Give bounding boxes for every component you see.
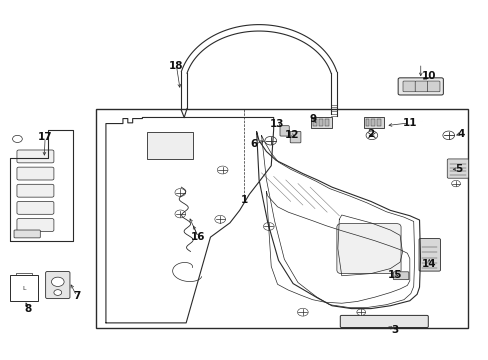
Text: 6: 6 [250, 139, 257, 149]
FancyBboxPatch shape [402, 81, 415, 92]
Text: 11: 11 [402, 118, 416, 128]
Circle shape [217, 166, 227, 174]
Text: 4: 4 [456, 129, 464, 139]
Text: 9: 9 [308, 114, 315, 124]
Circle shape [175, 210, 185, 218]
Text: 8: 8 [24, 303, 32, 314]
Text: 15: 15 [387, 270, 402, 280]
FancyBboxPatch shape [280, 126, 288, 136]
Circle shape [356, 309, 365, 315]
Text: 13: 13 [269, 119, 284, 129]
Circle shape [263, 222, 274, 230]
FancyBboxPatch shape [418, 239, 440, 271]
Circle shape [214, 215, 225, 223]
FancyBboxPatch shape [340, 315, 427, 328]
Bar [96, 109, 467, 328]
Text: 17: 17 [38, 132, 52, 142]
Text: 10: 10 [421, 71, 436, 81]
Text: 16: 16 [191, 232, 205, 242]
FancyBboxPatch shape [45, 271, 70, 298]
Bar [312, 118, 316, 126]
FancyBboxPatch shape [289, 131, 300, 143]
FancyBboxPatch shape [310, 117, 331, 128]
FancyBboxPatch shape [17, 184, 54, 197]
Text: 14: 14 [421, 259, 436, 269]
Text: 2: 2 [366, 129, 374, 139]
Bar [365, 118, 369, 126]
FancyBboxPatch shape [10, 275, 38, 301]
FancyBboxPatch shape [147, 132, 193, 158]
FancyBboxPatch shape [336, 224, 400, 274]
Text: L: L [22, 286, 26, 291]
Text: 12: 12 [284, 130, 298, 140]
Circle shape [13, 135, 22, 143]
FancyBboxPatch shape [414, 81, 427, 92]
FancyBboxPatch shape [17, 219, 54, 231]
Bar [324, 118, 328, 126]
Text: 5: 5 [454, 164, 461, 174]
FancyBboxPatch shape [397, 78, 443, 95]
Circle shape [51, 277, 64, 287]
Circle shape [264, 136, 276, 145]
FancyBboxPatch shape [17, 167, 54, 180]
Bar [376, 118, 380, 126]
Circle shape [442, 131, 454, 140]
Circle shape [54, 290, 61, 296]
Circle shape [297, 308, 307, 316]
Bar [318, 118, 322, 126]
Circle shape [175, 189, 185, 197]
FancyBboxPatch shape [17, 202, 54, 214]
Bar [371, 118, 374, 126]
FancyBboxPatch shape [427, 81, 439, 92]
Text: 7: 7 [73, 291, 81, 301]
FancyBboxPatch shape [17, 150, 54, 163]
Circle shape [451, 180, 459, 187]
Text: 1: 1 [241, 195, 247, 204]
Text: 3: 3 [391, 325, 398, 335]
FancyBboxPatch shape [447, 159, 468, 178]
FancyBboxPatch shape [363, 117, 383, 128]
Circle shape [366, 131, 377, 140]
FancyBboxPatch shape [392, 272, 408, 280]
Text: 18: 18 [169, 61, 183, 71]
FancyBboxPatch shape [14, 230, 40, 238]
